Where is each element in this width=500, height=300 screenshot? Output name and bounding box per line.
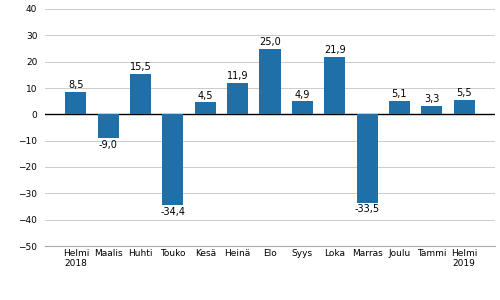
Text: 4,9: 4,9 — [294, 90, 310, 100]
Bar — [389, 101, 410, 114]
Bar — [421, 106, 442, 114]
Bar — [162, 114, 184, 205]
Text: 15,5: 15,5 — [130, 62, 152, 72]
Text: 8,5: 8,5 — [68, 80, 84, 90]
Bar — [292, 101, 313, 114]
Text: 5,1: 5,1 — [392, 89, 407, 99]
Bar — [454, 100, 474, 114]
Text: -33,5: -33,5 — [354, 204, 380, 214]
Text: 25,0: 25,0 — [259, 37, 281, 47]
Bar — [66, 92, 86, 114]
Bar — [130, 74, 151, 114]
Text: 4,5: 4,5 — [198, 91, 213, 101]
Bar — [260, 49, 280, 114]
Text: 21,9: 21,9 — [324, 45, 345, 55]
Bar — [98, 114, 119, 138]
Text: -34,4: -34,4 — [160, 206, 186, 217]
Bar — [324, 57, 345, 114]
Bar — [356, 114, 378, 202]
Text: 3,3: 3,3 — [424, 94, 440, 104]
Text: 5,5: 5,5 — [456, 88, 472, 98]
Text: -9,0: -9,0 — [99, 140, 117, 150]
Bar — [227, 83, 248, 114]
Text: 11,9: 11,9 — [227, 71, 248, 81]
Bar — [195, 103, 216, 114]
